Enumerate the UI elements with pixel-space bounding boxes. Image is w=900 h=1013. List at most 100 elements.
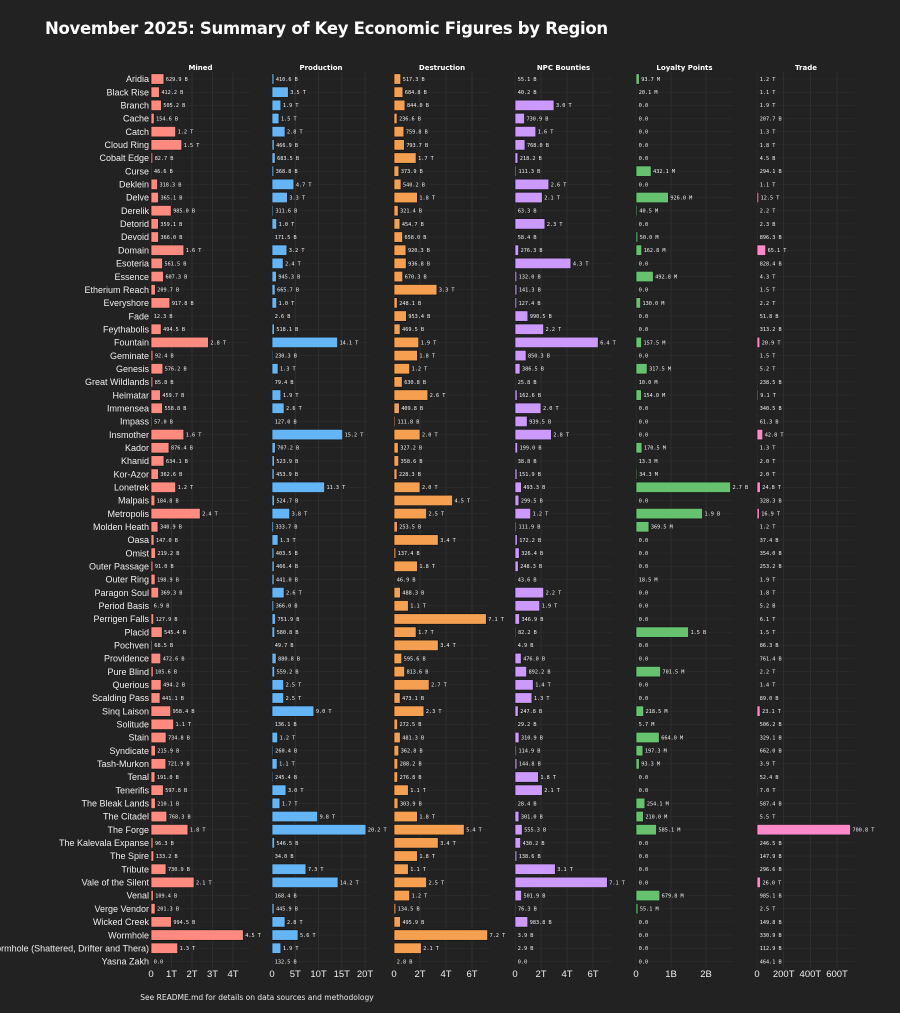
mined-value-label: 1.2 T — [178, 485, 194, 491]
production-bar — [271, 758, 278, 770]
loyalty-points-value-label: 1.5 B — [691, 630, 707, 636]
loyalty-points-bar — [635, 824, 657, 836]
mined-value-label: 68.5 B — [154, 643, 173, 649]
npc-bounties-value-label: 3.1 T — [557, 867, 573, 873]
destruction-value-label: 2.3 T — [426, 709, 442, 715]
production-bar — [271, 389, 282, 401]
mined-bar — [150, 284, 156, 296]
trade-value-label: 761.4 B — [760, 656, 782, 662]
loyalty-points-value-label: 0.0 — [639, 564, 648, 570]
production-value-label: 410.6 B — [276, 77, 298, 83]
production-value-label: 880.8 B — [278, 656, 300, 662]
mined-bar — [150, 191, 159, 204]
npc-bounties-value-label: 141.3 B — [519, 288, 541, 294]
destruction-bar — [393, 310, 407, 322]
destruction-value-label: 134.5 B — [398, 907, 420, 913]
trade-bar — [756, 587, 759, 599]
region-label: Geminate — [110, 351, 149, 361]
production-bar — [271, 731, 278, 744]
trade-value-label: 89.0 B — [760, 696, 779, 702]
production-value-label: 14.2 T — [340, 880, 359, 886]
production-value-label: 441.0 B — [276, 577, 298, 583]
npc-bounties-value-label: 28.4 B — [518, 801, 537, 807]
trade-bar — [756, 929, 759, 941]
mined-value-label: 629.9 B — [166, 77, 188, 83]
destruction-panel-title: Destruction — [419, 64, 465, 72]
destruction-value-label: 409.8 B — [401, 406, 423, 412]
production-value-label: 1.9 T — [283, 946, 299, 952]
production-bar — [271, 428, 344, 441]
production-bar — [271, 876, 339, 888]
production-value-label: 707.2 B — [277, 446, 299, 452]
npc-bounties-value-label: 2.3 T — [547, 222, 563, 228]
trade-bar — [756, 547, 759, 559]
mined-bar — [150, 639, 153, 651]
production-bar — [271, 837, 275, 849]
production-value-label: 1.9 T — [283, 393, 299, 399]
loyalty-points-value-label: 701.5 M — [663, 670, 685, 676]
loyalty-points-bar — [635, 652, 638, 665]
destruction-bar — [393, 86, 404, 98]
region-label: The Citadel — [103, 812, 149, 822]
destruction-bar — [393, 244, 407, 256]
loyalty-points-value-label: 0.0 — [639, 867, 648, 873]
production-value-label: 333.7 B — [276, 525, 298, 531]
production-bar — [271, 99, 282, 111]
destruction-value-label: 473.1 B — [402, 696, 424, 702]
destruction-value-label: 670.3 B — [405, 274, 427, 280]
mined-bar — [150, 521, 159, 533]
production-value-label: 2.8 T — [287, 130, 303, 136]
production-value-label: 368.8 B — [276, 169, 298, 175]
npc-bounties-bar — [514, 112, 525, 125]
loyalty-points-bar — [635, 916, 638, 928]
loyalty-points-value-label: 40.5 M — [639, 209, 658, 215]
trade-bar — [756, 455, 759, 467]
production-bar — [271, 613, 276, 625]
trade-bar — [756, 666, 759, 678]
production-tick-label: 5T — [290, 969, 301, 980]
loyalty-points-value-label: 55.1 M — [640, 907, 659, 913]
production-value-label: 260.4 B — [275, 749, 297, 755]
npc-bounties-bar — [514, 955, 517, 967]
destruction-value-label: 7.1 T — [488, 617, 504, 623]
production-bar — [271, 745, 274, 757]
mined-bar — [150, 349, 154, 362]
trade-bar — [756, 336, 761, 348]
destruction-value-label: 3.4 T — [440, 538, 456, 544]
region-label: Tenal — [127, 772, 149, 782]
destruction-bar — [393, 639, 439, 651]
trade-bar — [756, 718, 759, 730]
loyalty-points-value-label: 0.0 — [639, 353, 648, 359]
production-bar — [271, 942, 282, 954]
production-value-label: 3.2 T — [289, 248, 305, 254]
trade-bar — [756, 797, 759, 809]
production-value-label: 3.8 T — [292, 512, 308, 518]
mined-bar — [150, 810, 168, 823]
destruction-value-label: 2.0 T — [422, 432, 438, 438]
npc-bounties-bar — [514, 442, 518, 454]
mined-value-label: 730.9 B — [168, 867, 190, 873]
loyalty-points-value-label: 0.0 — [639, 261, 648, 267]
destruction-bar — [393, 863, 409, 875]
npc-bounties-value-label: 299.5 B — [521, 498, 543, 504]
npc-bounties-value-label: 138.6 B — [519, 854, 541, 860]
npc-bounties-bar — [514, 428, 552, 441]
mined-value-label: 597.8 B — [165, 788, 187, 794]
trade-value-label: 23.1 T — [762, 709, 781, 715]
trade-bar — [756, 692, 759, 704]
trade-bar — [756, 955, 759, 967]
destruction-value-label: 137.4 B — [398, 551, 420, 557]
npc-bounties-value-label: 1.3 T — [534, 696, 550, 702]
npc-bounties-bar — [514, 824, 523, 836]
destruction-value-label: 4.5 T — [455, 498, 471, 504]
mined-value-label: 0.0 — [154, 959, 163, 965]
npc-bounties-bar — [514, 86, 517, 98]
npc-bounties-bar — [514, 666, 527, 678]
mined-value-label: 4.5 T — [245, 933, 261, 939]
region-label: The Kalevala Expanse — [59, 838, 149, 848]
mined-bar — [150, 587, 159, 599]
mined-value-label: 734.8 B — [168, 735, 190, 741]
mined-tick-label: 3T — [207, 969, 218, 980]
region-label: Pochven — [114, 641, 149, 651]
production-bar — [271, 666, 275, 678]
